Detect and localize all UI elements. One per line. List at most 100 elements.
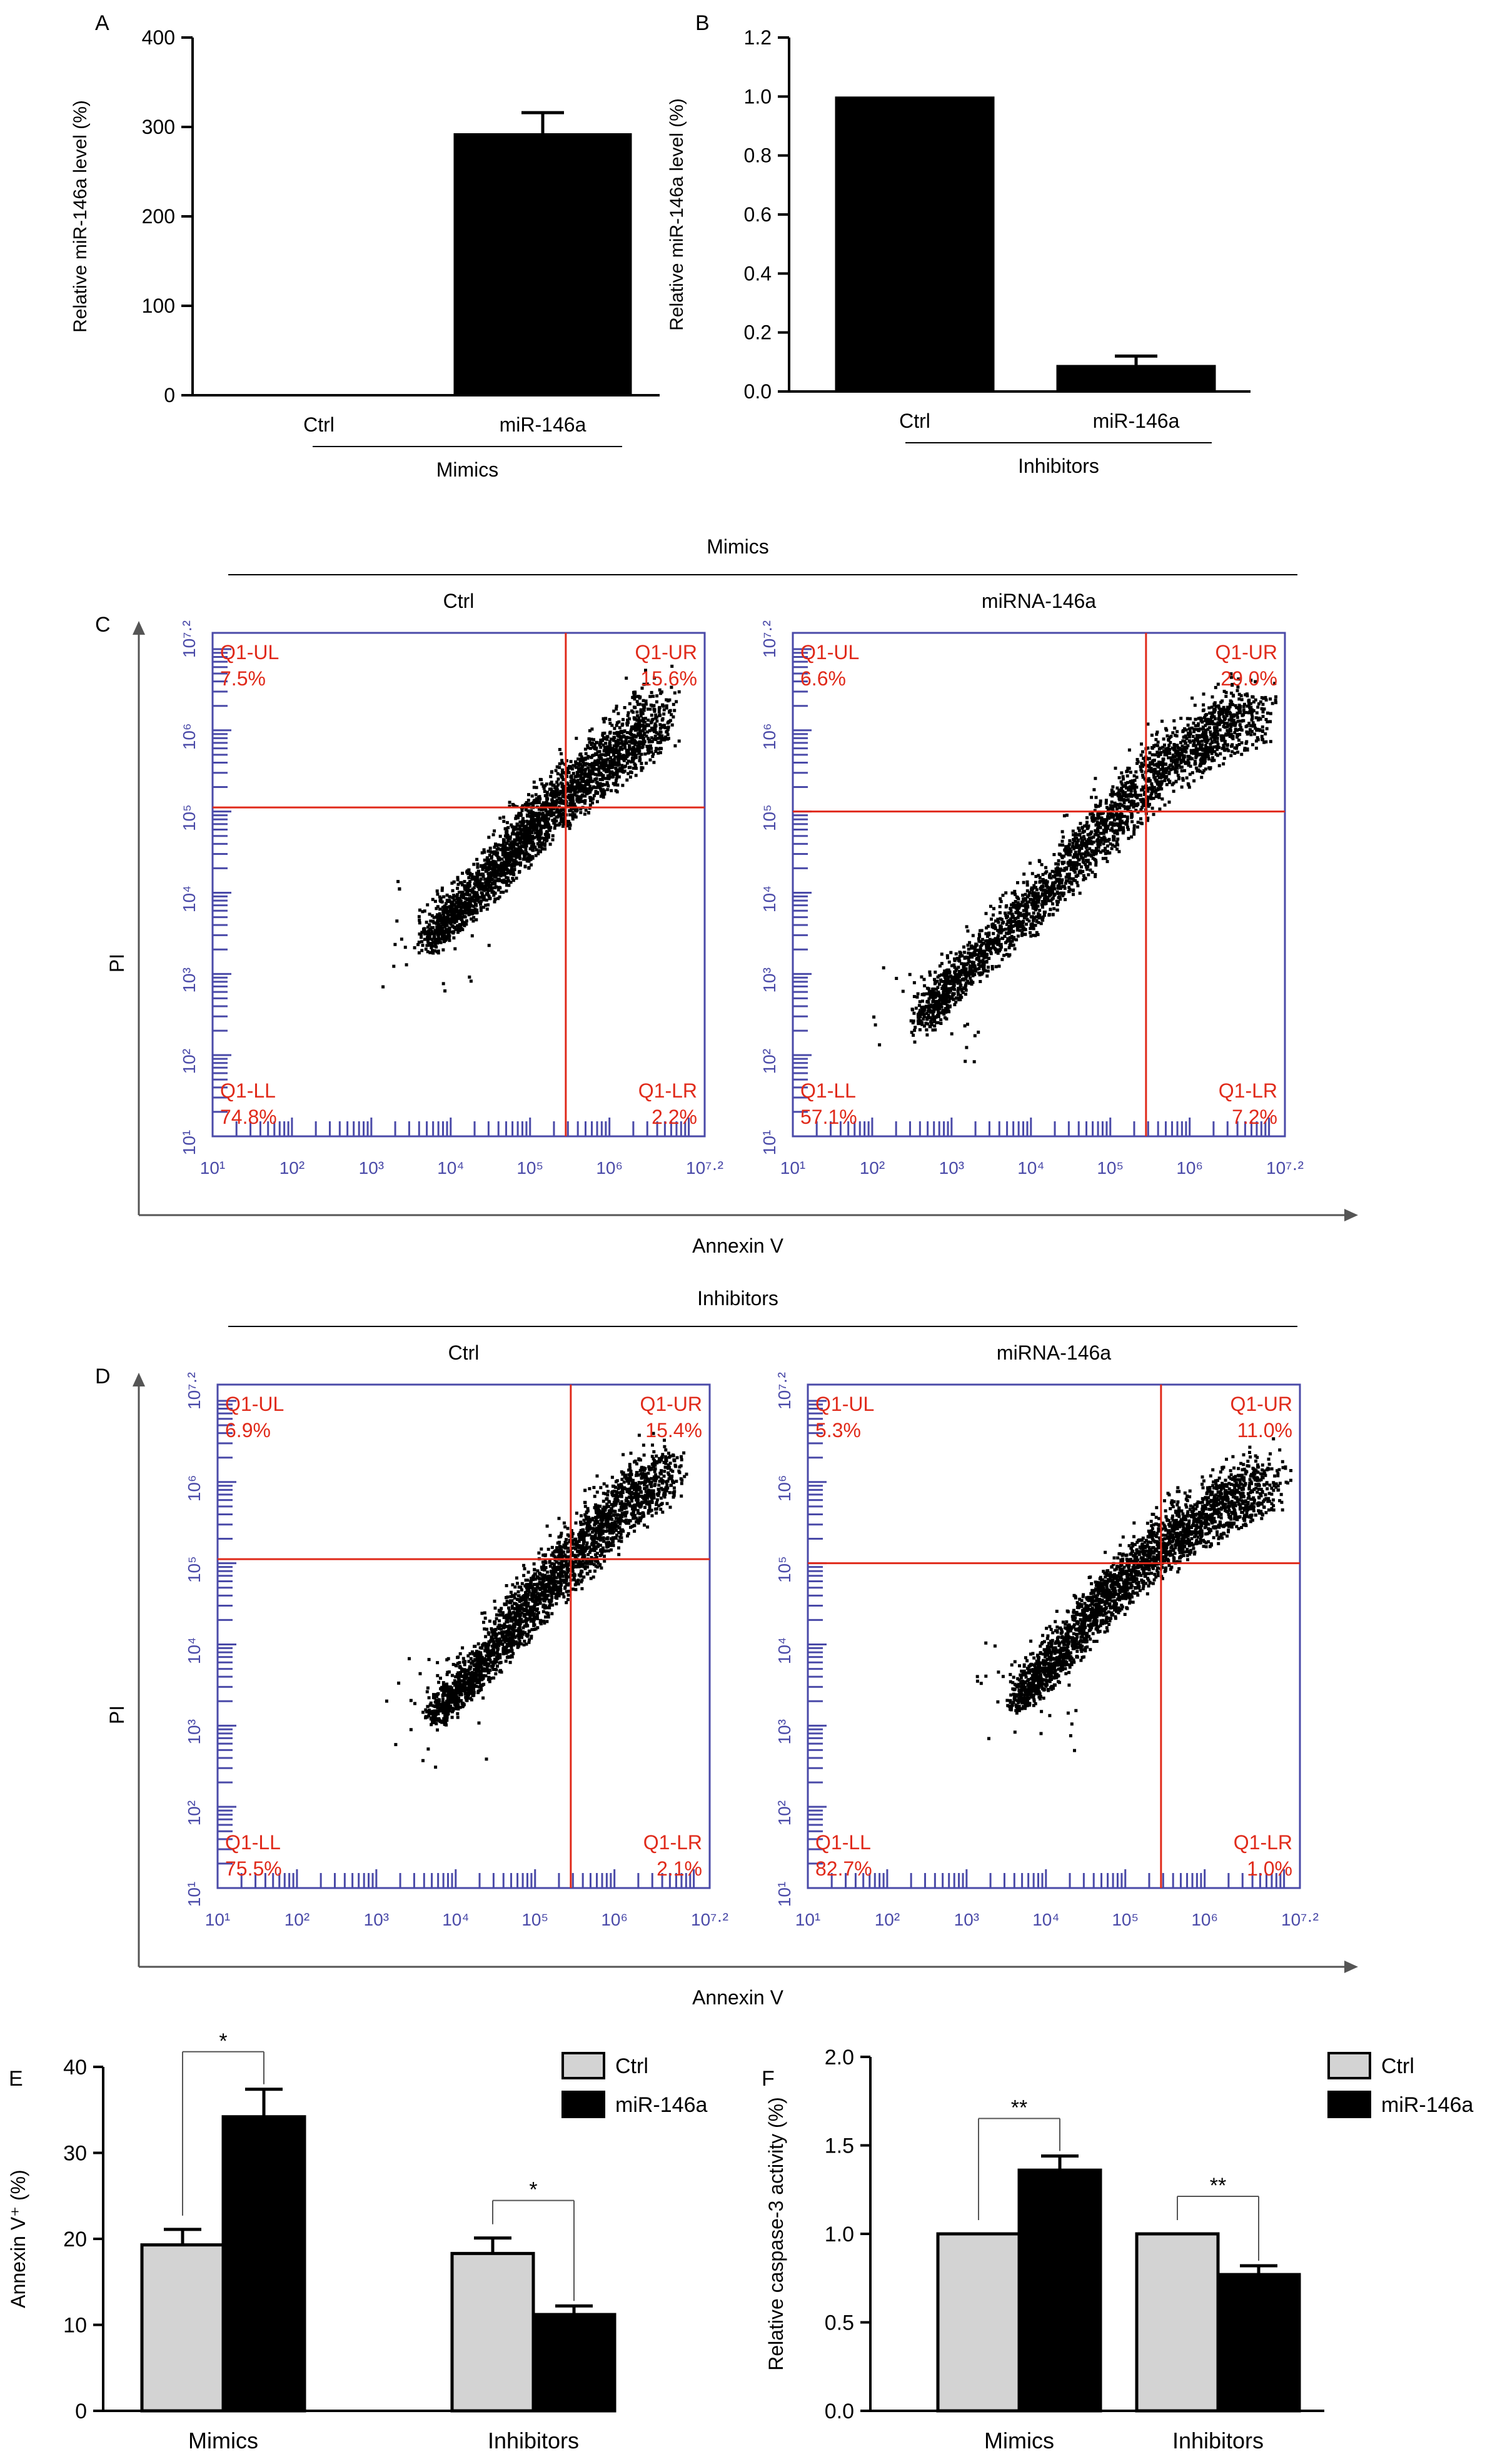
event-cloud xyxy=(385,1431,688,1769)
y-tick-label: 0.0 xyxy=(744,380,772,403)
y-tick-label: 1.0 xyxy=(744,85,772,108)
y-tick-label: 10³ xyxy=(775,1719,794,1744)
x-tick-label: 10⁴ xyxy=(1032,1910,1059,1929)
bar-ctrl xyxy=(835,96,995,392)
y-tick-label: 10⁵ xyxy=(760,804,779,831)
y-axis-label: PI xyxy=(106,954,128,972)
category-label: miR-146a xyxy=(1093,410,1180,432)
bar-mir-146a xyxy=(1056,365,1216,391)
category-label: Ctrl xyxy=(303,413,335,436)
x-tick-label: 10⁶ xyxy=(596,1158,623,1178)
plot-frame xyxy=(216,1383,711,1889)
y-tick-label: 10⁵ xyxy=(179,804,199,831)
y-tick-label: 10¹ xyxy=(179,1130,199,1155)
y-tick-label: 10⁵ xyxy=(184,1556,204,1583)
y-tick-label: 10⁴ xyxy=(775,1637,794,1664)
panel-a-chart: 0 100 200 300 400 Relative miR-146a level (%)… xyxy=(70,26,660,481)
quadrant-ll-name: Q1-LL xyxy=(815,1831,871,1854)
y-tick-label: 10 xyxy=(63,2314,87,2338)
quadrant-lr-name: Q1-LR xyxy=(1234,1831,1292,1854)
quadrant-ul-value: 6.9% xyxy=(225,1419,271,1442)
bar-ctrl-inhibitors xyxy=(1135,2232,1220,2413)
y-tick-label: 10³ xyxy=(179,967,199,992)
panel-d-group: Inhibitors Annexin V PI xyxy=(106,1287,1358,2009)
category-label: Inhibitors xyxy=(1172,2428,1264,2453)
significance-marker: * xyxy=(219,2029,227,2053)
plot-title: Ctrl xyxy=(448,1341,480,1364)
category-label: Ctrl xyxy=(899,410,930,432)
group-title: Mimics xyxy=(707,535,769,558)
quadrant-ur-value: 29.0% xyxy=(1221,667,1277,690)
y-axis-label: Relative miR-146a level (%) xyxy=(70,100,91,333)
quadrant-ll-name: Q1-LL xyxy=(225,1831,281,1854)
x-tick-label: 10¹ xyxy=(200,1158,225,1178)
y-tick-label: 0.6 xyxy=(744,203,772,226)
significance-marker: ** xyxy=(1210,2174,1226,2198)
x-tick-label: 10² xyxy=(284,1910,310,1929)
x-tick-label: 10² xyxy=(875,1910,900,1929)
x-tick-label: 10⁶ xyxy=(1191,1910,1218,1929)
x-tick-label: 10³ xyxy=(939,1158,964,1178)
category-label: Inhibitors xyxy=(488,2428,579,2453)
y-tick-label: 10⁶ xyxy=(775,1475,794,1502)
y-tick-label: 0.5 xyxy=(825,2311,854,2335)
x-tick-label: 10⁵ xyxy=(1112,1910,1139,1929)
plot-frame xyxy=(792,632,1286,1138)
plot-title: Ctrl xyxy=(443,590,475,612)
y-tick-label: 10⁶ xyxy=(179,723,199,750)
plot-frame xyxy=(807,1383,1301,1889)
quadrant-lr-name: Q1-LR xyxy=(638,1079,697,1102)
quadrant-lr-value: 2.2% xyxy=(652,1106,697,1128)
y-tick-label: 0.0 xyxy=(825,2400,854,2423)
legend-label: Ctrl xyxy=(615,2054,648,2078)
plot-title: miRNA-146a xyxy=(997,1341,1111,1364)
panel-b-chart: 0.0 0.2 0.4 0.6 0.8 1.0 1.2 Relative miR-146a l… xyxy=(667,26,1251,477)
bar-mir-146a-mimics xyxy=(1017,2168,1102,2413)
x-tick-label: 10⁴ xyxy=(1017,1158,1044,1178)
y-tick-label: 10³ xyxy=(760,967,779,992)
x-tick-label: 10¹ xyxy=(780,1158,805,1178)
bar-mir-146a-inhibitors xyxy=(531,2313,617,2413)
quadrant-ur-name: Q1-UR xyxy=(640,1393,702,1415)
y-arrowhead xyxy=(133,621,145,635)
quadrant-ul-name: Q1-UL xyxy=(225,1393,284,1415)
event-cloud xyxy=(381,664,681,992)
y-tick-label: 10² xyxy=(775,1800,794,1825)
x-tick-label: 10⁵ xyxy=(521,1910,548,1929)
bar-ctrl-mimics xyxy=(936,2232,1021,2413)
x-tick-label: 10⁴ xyxy=(442,1910,469,1929)
y-tick-label: 20 xyxy=(63,2228,87,2251)
quadrant-ul-value: 5.3% xyxy=(815,1419,861,1442)
quadrant-ll-name: Q1-LL xyxy=(800,1079,856,1102)
legend-swatch-mir-146a xyxy=(1327,2091,1371,2118)
y-tick-label: 300 xyxy=(142,116,175,138)
x-tick-label: 10⁷·² xyxy=(691,1910,728,1929)
x-tick-label: 10³ xyxy=(359,1158,384,1178)
y-axis-label: PI xyxy=(106,1705,128,1724)
y-tick-label: 2.0 xyxy=(825,2046,854,2069)
quadrant-ur-value: 15.4% xyxy=(645,1419,702,1442)
x-tick-label: 10⁵ xyxy=(516,1158,543,1178)
y-tick-label: 1.0 xyxy=(825,2223,854,2246)
x-tick-label: 10⁷·² xyxy=(686,1158,723,1178)
panel-e-chart: 0 10 20 30 40 Annexin V⁺ (%) * Mimics * Inhibitor… xyxy=(7,2029,707,2453)
y-tick-label: 0.8 xyxy=(744,144,772,167)
x-tick-label: 10¹ xyxy=(205,1910,230,1929)
x-tick-label: 10³ xyxy=(364,1910,389,1929)
legend-label: miR-146a xyxy=(1381,2093,1473,2117)
y-tick-label: 100 xyxy=(142,295,175,317)
category-label: Mimics xyxy=(188,2428,258,2453)
y-tick-label: 10⁷·² xyxy=(179,620,199,658)
quadrant-lr-value: 2.1% xyxy=(657,1857,702,1880)
y-tick-label: 0 xyxy=(75,2400,87,2423)
x-axis-label: Annexin V xyxy=(692,1235,784,1257)
quadrant-lr-value: 7.2% xyxy=(1232,1106,1277,1128)
panel-label-e: E xyxy=(9,2067,23,2091)
x-axis-label: Annexin V xyxy=(692,1986,784,2009)
category-label: miR-146a xyxy=(500,413,586,436)
y-tick-label: 0.4 xyxy=(744,262,772,285)
y-tick-label: 10⁴ xyxy=(760,886,779,912)
y-tick-label: 40 xyxy=(63,2056,87,2079)
